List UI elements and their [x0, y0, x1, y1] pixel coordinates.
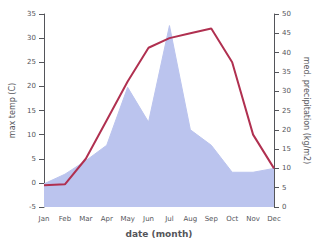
svg-text:10: 10	[282, 164, 291, 172]
svg-text:30: 30	[27, 34, 36, 42]
svg-text:35: 35	[282, 68, 291, 76]
svg-text:5: 5	[282, 184, 286, 192]
svg-text:Feb: Feb	[59, 215, 72, 223]
svg-text:40: 40	[282, 49, 291, 57]
svg-text:15: 15	[282, 145, 291, 153]
svg-text:15: 15	[27, 107, 36, 115]
svg-text:Mar: Mar	[79, 215, 92, 223]
svg-text:0: 0	[282, 203, 286, 211]
svg-text:-5: -5	[29, 203, 36, 211]
svg-text:max temp (C): max temp (C)	[8, 83, 17, 138]
svg-text:50: 50	[282, 10, 291, 18]
svg-text:Jul: Jul	[164, 215, 174, 223]
svg-text:Aug: Aug	[184, 215, 198, 223]
svg-text:5: 5	[32, 155, 36, 163]
svg-text:45: 45	[282, 29, 291, 37]
svg-text:Sep: Sep	[205, 215, 219, 223]
svg-text:25: 25	[282, 107, 291, 115]
svg-text:Jan: Jan	[38, 215, 50, 223]
svg-text:10: 10	[27, 131, 36, 139]
svg-text:0: 0	[32, 179, 36, 187]
svg-text:Jun: Jun	[142, 215, 154, 223]
svg-text:date (month): date (month)	[126, 229, 193, 239]
svg-text:Oct: Oct	[226, 215, 238, 223]
svg-text:35: 35	[27, 10, 36, 18]
svg-text:20: 20	[27, 82, 36, 90]
svg-text:Dec: Dec	[267, 215, 281, 223]
svg-text:30: 30	[282, 87, 291, 95]
svg-text:20: 20	[282, 126, 291, 134]
svg-text:Apr: Apr	[101, 215, 113, 223]
svg-text:Nov: Nov	[246, 215, 260, 223]
svg-text:med. precipitation (kg/m2): med. precipitation (kg/m2)	[302, 57, 311, 164]
svg-text:25: 25	[27, 58, 36, 66]
svg-text:May: May	[120, 215, 134, 223]
